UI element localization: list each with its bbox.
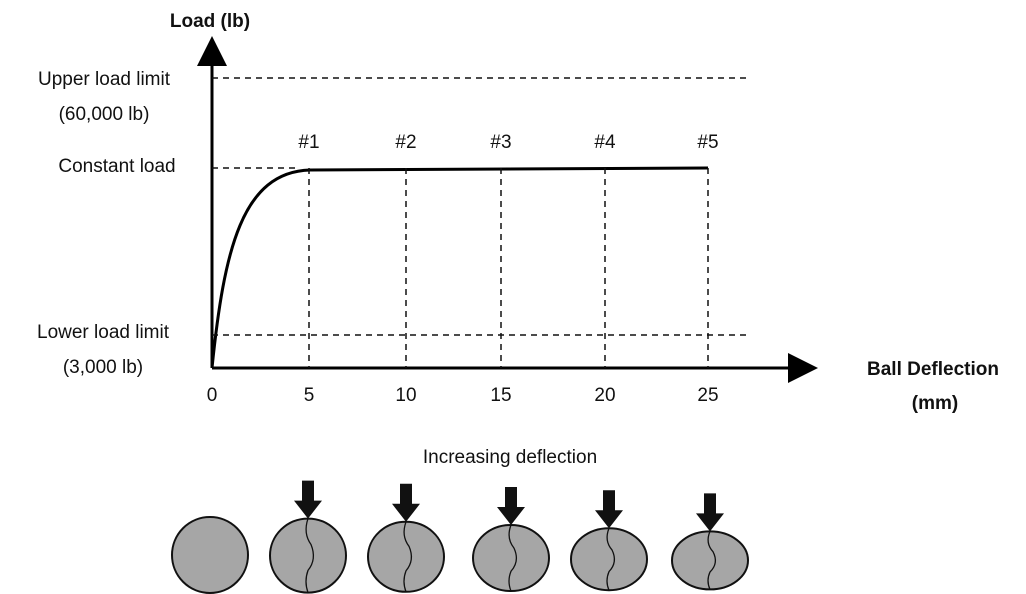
- x-tick-label: 0: [207, 385, 218, 406]
- level-label: Constant load: [58, 156, 175, 177]
- level-label: (3,000 lb): [63, 357, 143, 378]
- load-arrow: [497, 487, 525, 525]
- load-curve: [210, 166, 709, 369]
- load-arrow: [392, 483, 420, 522]
- x-tick-label: 10: [395, 385, 416, 406]
- caption: Increasing deflection: [423, 447, 597, 468]
- x-axis-label: Ball Deflection: [867, 359, 999, 380]
- x-tick-label: 15: [490, 385, 511, 406]
- marker-label: #4: [594, 132, 616, 153]
- marker-label: #5: [697, 132, 718, 153]
- ball: [269, 517, 347, 594]
- x-axis-label: (mm): [912, 393, 958, 414]
- marker-label: #1: [298, 132, 319, 153]
- marker-label: #2: [395, 132, 416, 153]
- level-label: Lower load limit: [37, 322, 170, 343]
- level-label: Upper load limit: [38, 69, 171, 90]
- crack: [606, 527, 616, 591]
- crack: [403, 521, 413, 593]
- y-axis-label: Load (lb): [170, 11, 250, 32]
- crack: [305, 518, 315, 593]
- load-arrow: [595, 490, 623, 529]
- crack: [707, 531, 717, 590]
- x-tick-label: 20: [594, 385, 615, 406]
- level-label: (60,000 lb): [59, 104, 150, 125]
- ball: [570, 527, 648, 592]
- crack: [508, 524, 518, 592]
- ball: [472, 524, 550, 592]
- x-tick-label: 5: [304, 385, 315, 406]
- x-tick-label: 25: [697, 385, 718, 406]
- load-arrow: [294, 480, 322, 519]
- load-arrow: [696, 493, 724, 532]
- ball: [171, 516, 249, 594]
- ball: [671, 530, 749, 591]
- marker-label: #3: [490, 132, 511, 153]
- ball: [367, 520, 445, 593]
